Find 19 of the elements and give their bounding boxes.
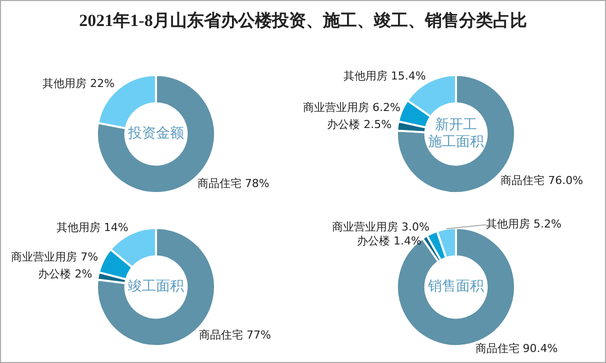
- chart-title: 2021年1-8月山东省办公楼投资、施工、竣工、销售分类占比: [78, 10, 528, 32]
- text: 竣工面积: [128, 278, 184, 295]
- slice-label: 其他用房 14%: [56, 221, 128, 234]
- slice-label: 商业营业用房 6.2%: [302, 100, 400, 114]
- slice-label: 办公楼 2%: [38, 268, 92, 281]
- slice-label: 办公楼 1.4%: [357, 234, 422, 248]
- text: 投资金额: [127, 126, 184, 142]
- slice-label: 商业营业用房 7%: [11, 250, 98, 264]
- slice-label: 商业营业用房 3.0%: [332, 220, 430, 234]
- text: 新开工施工面积: [428, 117, 484, 150]
- slice-label: 商品住宅 76.0%: [500, 174, 584, 188]
- slice-label: 商品住宅 78%: [197, 176, 270, 190]
- slice-label: 办公楼 2.5%: [327, 118, 392, 132]
- slice-label: 其他用房 22%: [42, 76, 115, 90]
- slice-label: 商品住宅 77%: [198, 328, 271, 342]
- slice-label: 其他用房 15.4%: [343, 69, 426, 82]
- slice-label: 商品住宅 90.4%: [475, 342, 558, 355]
- text: 销售面积: [427, 278, 484, 295]
- slice-label: 其他用房 5.2%: [486, 218, 562, 231]
